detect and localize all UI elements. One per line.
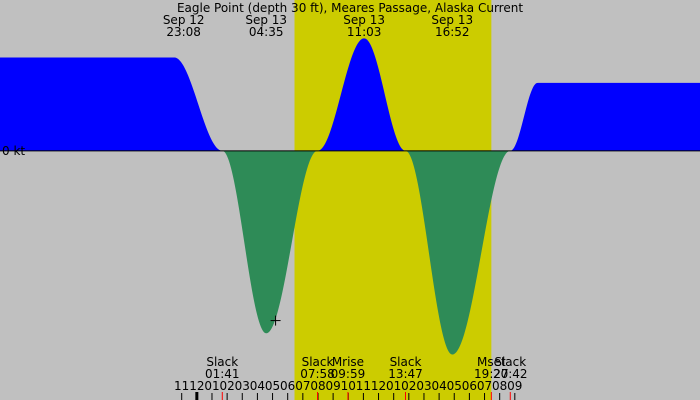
hour-tick-label-16: 03 (416, 379, 431, 393)
extreme-time-0: 23:08 (166, 25, 201, 39)
hour-tick-label-0: 11 (174, 379, 189, 393)
hour-tick-label-8: 07 (295, 379, 310, 393)
extreme-date-2: Sep 13 (343, 13, 385, 27)
extreme-time-1: 04:35 (249, 25, 284, 39)
hour-tick-label-9: 08 (310, 379, 325, 393)
current-curve (0, 38, 700, 355)
event-time-5: 20:42 (493, 367, 528, 381)
flood-area (0, 38, 700, 151)
hour-tick-label-13: 12 (371, 379, 386, 393)
hour-tick-label-21: 08 (492, 379, 507, 393)
hour-tick-label-18: 05 (447, 379, 462, 393)
hour-tick-label-15: 02 (401, 379, 416, 393)
hour-tick-label-20: 07 (477, 379, 492, 393)
hour-tick-label-7: 06 (280, 379, 295, 393)
extreme-time-3: 16:52 (435, 25, 470, 39)
event-time-4: 19:27 (474, 367, 509, 381)
extreme-time-2: 11:03 (347, 25, 382, 39)
hour-tick-label-14: 01 (386, 379, 401, 393)
hour-tick-label-11: 10 (341, 379, 356, 393)
event-label-0: Slack (206, 355, 238, 369)
extreme-date-3: Sep 13 (431, 13, 473, 27)
event-label-3: Slack (390, 355, 422, 369)
hour-axis: 11 12 01 02 03 04 05 06 07 08 09 10 11 12 01 02 03 04 05 06… (174, 379, 522, 400)
hour-tick-label-19: 06 (462, 379, 477, 393)
zero-label: 0 kt (2, 144, 25, 158)
event-time-0: 01:41 (205, 367, 240, 381)
event-time-3: 13:47 (388, 367, 423, 381)
event-label-5: Slack (494, 355, 526, 369)
extreme-date-0: Sep 12 (163, 13, 205, 27)
event-label-1: Slack (302, 355, 334, 369)
crosshair-cursor (270, 315, 281, 326)
hour-tick-label-4: 03 (235, 379, 250, 393)
hour-tick-label-1: 12 (189, 379, 204, 393)
event-label-2: Mrise (332, 355, 364, 369)
hour-tick-label-2: 01 (204, 379, 219, 393)
hour-tick-label-3: 02 (219, 379, 234, 393)
extreme-date-1: Sep 13 (245, 13, 287, 27)
hour-tick-label-17: 04 (431, 379, 446, 393)
event-label-4: Mset (477, 355, 506, 369)
hour-tick-label-22: 09 (507, 379, 522, 393)
hour-tick-label-6: 05 (265, 379, 280, 393)
event-time-2: 09:59 (331, 367, 366, 381)
hour-tick-label-10: 09 (325, 379, 340, 393)
event-labels: Slack01:41Slack07:58Mrise09:59Slack13:47… (205, 355, 528, 381)
hour-tick-label-12: 11 (356, 379, 371, 393)
chart-title: Eagle Point (depth 30 ft), Meares Passag… (177, 1, 523, 15)
event-time-1: 07:58 (300, 367, 335, 381)
hour-tick-label-5: 04 (250, 379, 265, 393)
